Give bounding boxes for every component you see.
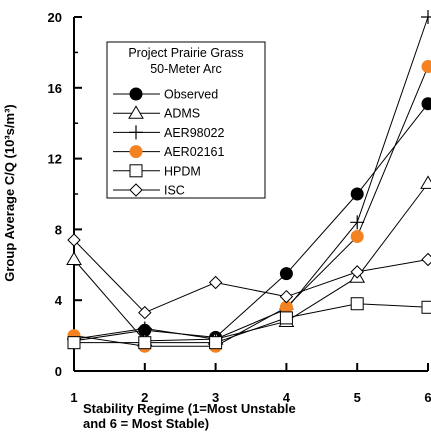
legend-label: AER98022 [164, 126, 225, 140]
series-line-observed [73, 103, 429, 342]
x-tick-label: 3 [212, 390, 219, 405]
marker-diamond [208, 275, 223, 290]
series-line-aer02161 [73, 66, 429, 347]
marker-diamond [421, 252, 431, 267]
series-group [66, 10, 431, 353]
x-axis-title-line-2: and 6 = Most Stable) [83, 416, 209, 431]
marker-plus [137, 321, 152, 336]
marker-square [421, 300, 431, 314]
marker-square [129, 164, 143, 178]
legend-label: ADMS [164, 107, 200, 121]
x-tick-label: 5 [354, 390, 361, 405]
marker-filled-circle [421, 97, 431, 111]
marker-square [138, 336, 152, 350]
legend: Project Prairie Grass 50-Meter Arc Obser… [106, 41, 266, 199]
x-tick-label: 4 [283, 390, 291, 405]
series-line-hpdm [74, 303, 429, 344]
y-tick-label: 20 [48, 10, 62, 25]
legend-title-line-2: 50-Meter Arc [150, 62, 222, 76]
marker-square [209, 336, 223, 350]
marker-diamond [350, 265, 364, 279]
marker-square [350, 297, 364, 311]
marker-plus [350, 215, 365, 230]
x-tick-label: 1 [70, 390, 77, 405]
marker-filled-circle [350, 187, 364, 201]
marker-square [279, 311, 293, 325]
legend-entry-isc: ISC [113, 183, 185, 198]
marker-diamond [138, 305, 152, 320]
legend-entry-aer98022: AER98022 [113, 125, 225, 140]
series-isc [67, 233, 431, 320]
legend-entry-hpdm: HPDM [113, 164, 201, 178]
marker-triangle [128, 105, 144, 119]
series-aer02161 [67, 60, 431, 353]
marker-filled-circle [421, 60, 431, 74]
series-line-isc [73, 239, 429, 314]
x-axis-title-line-1: Stability Regime (1=Most Unstable [83, 401, 296, 416]
legend-label: ISC [164, 184, 185, 198]
marker-triangle [420, 175, 431, 189]
series-adms [66, 175, 431, 347]
marker-triangle [66, 251, 82, 265]
y-tick-label: 0 [55, 364, 62, 379]
legend-label: AER02161 [164, 145, 225, 159]
y-axis-title: Group Average C/Q (10³s/m³) [2, 104, 17, 281]
marker-square [67, 336, 81, 350]
y-tick-label: 4 [55, 293, 63, 308]
legend-label: HPDM [164, 164, 201, 178]
marker-diamond [279, 289, 294, 304]
marker-filled-circle [279, 267, 293, 281]
legend-label: Observed [164, 88, 218, 102]
legend-title-line-1: Project Prairie Grass [128, 46, 243, 60]
y-tick-label: 8 [55, 222, 62, 237]
marker-filled-circle [129, 87, 143, 101]
marker-plus [421, 10, 431, 24]
series-line-adms [73, 183, 429, 342]
series-line-aer98022 [73, 16, 429, 340]
x-tick-label: 2 [141, 390, 148, 405]
legend-entry-aer02161: AER02161 [113, 145, 225, 159]
x-tick-label: 6 [424, 390, 431, 405]
y-tick-label: 16 [48, 81, 62, 96]
series-hpdm [67, 297, 431, 350]
y-tick-label: 12 [48, 152, 62, 167]
marker-plus [129, 125, 143, 140]
legend-entry-adms: ADMS [113, 105, 200, 121]
marker-filled-circle [350, 229, 364, 243]
legend-entry-observed: Observed [113, 87, 218, 102]
marker-diamond [67, 233, 81, 247]
marker-filled-circle [129, 145, 143, 159]
marker-diamond [129, 183, 143, 197]
